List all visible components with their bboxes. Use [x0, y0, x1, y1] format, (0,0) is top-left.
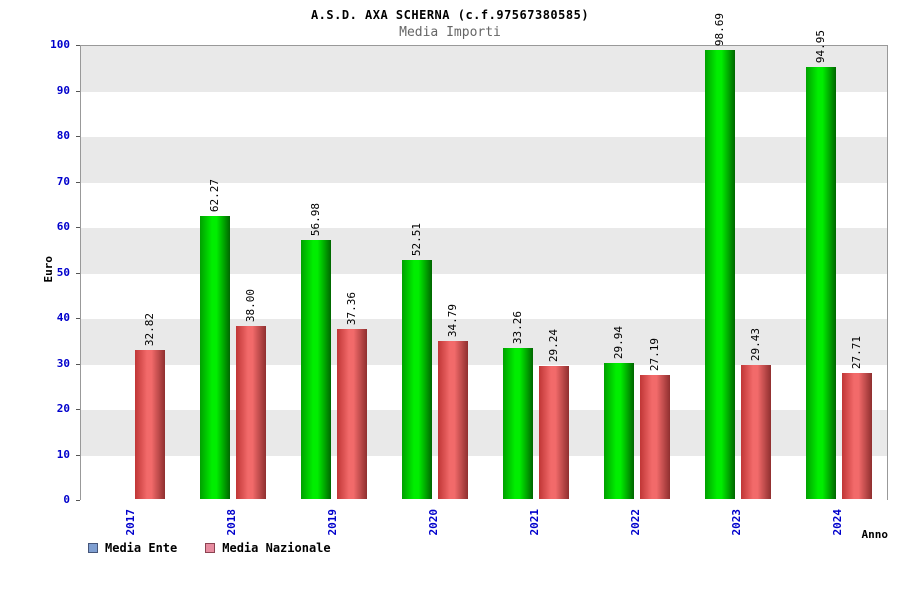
y-tick-mark [76, 90, 80, 92]
bar-media-nazionale-2023 [740, 365, 771, 499]
x-tick-label-2017: 2017 [123, 509, 137, 536]
y-tick-label: 50 [56, 265, 70, 279]
bar-value-label: 98.69 [712, 12, 726, 46]
bar-value-label: 29.24 [546, 328, 560, 362]
y-tick-label: 10 [56, 447, 70, 461]
bar-value-label: 27.71 [849, 335, 863, 369]
y-tick-mark [76, 454, 80, 456]
bar-media-nazionale-2018 [235, 326, 266, 499]
bar-media-ente-2019 [300, 239, 331, 499]
bar-media-nazionale-2024 [841, 372, 872, 499]
y-tick-label: 80 [56, 129, 70, 142]
bar-media-nazionale-2020 [437, 340, 468, 499]
bar-media-nazionale-2017 [134, 349, 165, 499]
y-tick-mark [76, 136, 80, 137]
y-tick-mark [76, 227, 80, 228]
x-tick-label-2024: 2024 [830, 509, 844, 536]
bar-value-label: 56.98 [308, 202, 322, 236]
x-tick-label-2021: 2021 [527, 509, 541, 536]
x-tick-label-2018: 2018 [224, 509, 238, 536]
y-tick-label: 40 [56, 311, 70, 324]
x-tick-label-2023: 2023 [729, 509, 743, 536]
y-tick-label: 0 [63, 493, 70, 506]
bar-value-label: 62.27 [207, 178, 221, 212]
bar-media-ente-2023 [704, 49, 735, 499]
y-tick-label: 70 [56, 174, 70, 188]
y-tick-mark [76, 409, 80, 410]
chart-subtitle: Media Importi [399, 25, 501, 40]
y-tick-label: 100 [50, 38, 70, 51]
y-tick-mark [76, 500, 80, 501]
legend-label-media-ente: Media Ente [105, 541, 178, 555]
x-tick-label-2022: 2022 [628, 509, 642, 536]
y-tick-mark [76, 272, 80, 274]
x-tick-label-2019: 2019 [325, 509, 339, 536]
legend-label-media-nazionale: Media Nazionale [222, 541, 331, 555]
legend-item-media-ente: Media Ente [88, 541, 177, 555]
x-tick-label-2020: 2020 [426, 509, 440, 536]
y-tick-label: 30 [56, 356, 70, 370]
bar-value-label: 32.82 [142, 312, 156, 346]
y-tick-mark [76, 363, 80, 365]
bar-media-nazionale-2021 [538, 365, 569, 499]
legend-item-media-nazionale: Media Nazionale [205, 541, 331, 555]
legend-swatch-media-ente [88, 543, 98, 553]
plot-band [81, 46, 887, 92]
plot-area: 32.82 62.27 38.00 56.98 37.36 52.51 34.79 33.26… [80, 13, 888, 501]
bar-media-ente-2020 [401, 260, 432, 499]
bar-value-label: 34.79 [445, 303, 459, 337]
plot-band [81, 91, 887, 137]
y-tick-label: 20 [56, 402, 70, 415]
chart-title: A.S.D. AXA SCHERNA (c.f.97567380585) [310, 8, 590, 22]
y-tick-mark [76, 45, 80, 46]
plot-band [81, 137, 887, 183]
y-tick-label: 60 [56, 220, 70, 233]
bar-media-ente-2021 [502, 347, 533, 499]
legend-swatch-media-nazionale [205, 543, 216, 553]
bar-value-label: 37.36 [344, 291, 358, 326]
bar-value-label: 29.94 [611, 325, 625, 359]
y-tick-mark [76, 318, 80, 319]
bar-value-label: 29.43 [748, 327, 762, 362]
bar-value-label: 38.00 [243, 288, 257, 323]
bar-media-nazionale-2022 [639, 375, 670, 499]
bar-media-nazionale-2019 [336, 329, 367, 499]
y-tick-mark [76, 181, 80, 183]
bar-media-ente-2018 [199, 215, 230, 499]
legend: Media Ente Media Nazionale [88, 541, 331, 555]
bar-value-label: 33.26 [510, 310, 524, 344]
y-tick-label: 90 [56, 83, 70, 97]
x-axis-title: Anno [861, 528, 889, 541]
bar-value-label: 94.95 [813, 29, 827, 63]
bar-value-label: 52.51 [409, 222, 423, 257]
bar-media-ente-2022 [603, 362, 634, 499]
bar-media-ente-2024 [805, 66, 836, 499]
bar-value-label: 27.19 [647, 338, 661, 372]
